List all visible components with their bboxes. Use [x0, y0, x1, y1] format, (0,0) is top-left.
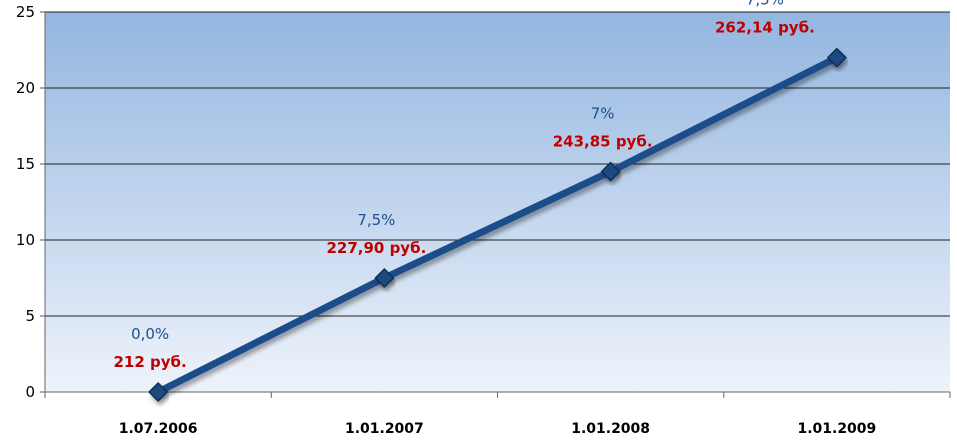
data-label-price: 227,90 руб. — [326, 239, 426, 257]
data-label-percent: 7,5% — [357, 211, 395, 229]
data-label-price: 212 руб. — [114, 353, 187, 371]
y-tick-label: 0 — [25, 383, 35, 401]
data-label-percent: 0,0% — [131, 325, 169, 343]
x-tick-label: 1.01.2009 — [797, 421, 876, 437]
y-axis-tick-labels: 0 5 10 15 20 25 — [16, 3, 35, 401]
y-tick-label: 20 — [16, 79, 35, 97]
data-point-marker — [600, 161, 621, 182]
data-point-marker — [374, 267, 395, 289]
x-axis-tick-labels: 1.07.2006 1.01.2007 1.01.2008 1.01.2009 — [119, 421, 877, 437]
x-tick-label: 1.01.2007 — [345, 421, 424, 437]
series-line — [154, 54, 841, 396]
data-point-marker — [826, 47, 847, 68]
y-tick-label: 25 — [16, 3, 35, 21]
axes — [40, 11, 951, 398]
data-label-percent: 7,5% — [746, 0, 784, 9]
series-markers — [148, 47, 847, 403]
y-tick-label: 10 — [16, 231, 35, 249]
gridlines — [45, 11, 950, 317]
y-tick-label: 15 — [16, 155, 35, 173]
y-tick-label: 5 — [25, 307, 35, 325]
data-labels: 0,0% 212 руб. 7,5% 227,90 руб. 7% 243,85 руб.… — [114, 0, 815, 371]
x-tick-label: 1.07.2006 — [119, 421, 198, 437]
data-point-marker — [148, 381, 169, 403]
x-tick-label: 1.01.2008 — [571, 421, 650, 437]
data-label-price: 262,14 руб. — [715, 19, 815, 37]
series-line-path — [154, 54, 841, 396]
data-label-percent: 7% — [591, 105, 615, 123]
data-label-price: 243,85 руб. — [553, 133, 653, 151]
